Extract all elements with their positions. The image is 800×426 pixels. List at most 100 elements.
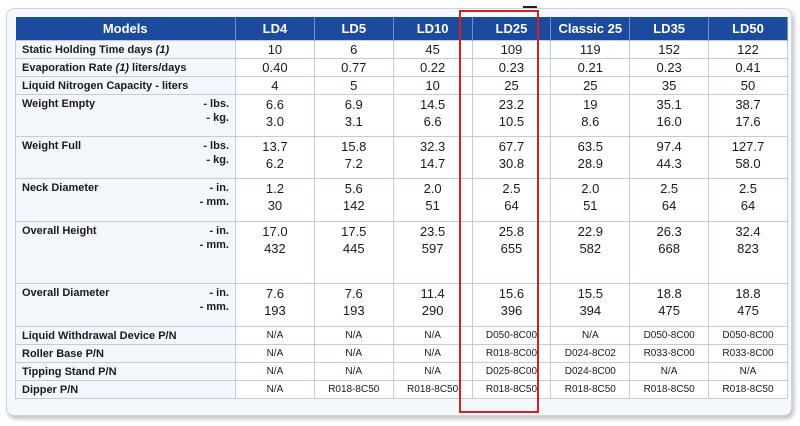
cell-value: 7.2 [344, 156, 363, 171]
cell-value: 64 [504, 198, 519, 213]
table-row: Evaporation Rate (1) liters/days 0.40 0.77… [15, 58, 788, 77]
cell-value: 51 [583, 198, 598, 213]
value-cell: 17.0 432 [235, 221, 315, 284]
unit-label: - mm. [199, 196, 229, 208]
cell-value: R018-8C00 [485, 348, 538, 359]
row-label-cell: Dipper P/N [15, 380, 236, 399]
cell-value: R018-8C50 [722, 384, 774, 395]
cell-value: 51 [425, 198, 440, 213]
cell-value: 11.4 [420, 286, 445, 301]
row-label: Liquid Nitrogen Capacity - liters [22, 80, 189, 92]
cell-value: N/A [660, 366, 678, 377]
value-cell: R033-8C00 [629, 344, 710, 363]
value-cell: 6.9 3.1 [313, 94, 394, 137]
row-label-cell: Neck Diameter - in. - mm. [15, 178, 236, 222]
table-row: Static Holding Time days (1) 10 6 45 109 119 1… [15, 40, 788, 59]
cell-value: 45 [425, 42, 440, 57]
table-row: Tipping Stand P/N N/A N/A N/A D025-8C00 D024-… [15, 362, 788, 381]
value-cell: 45 [392, 40, 473, 59]
cell-value: 5 [350, 78, 358, 93]
cell-value: 0.22 [419, 60, 446, 75]
spec-table-card: Models LD4 LD5 LD10 LD25 Classic 25 LD35… [6, 8, 792, 416]
row-label-unit: liters/days [128, 62, 187, 74]
row-label-cell: Weight Full - lbs. - kg. [15, 136, 236, 179]
value-cell: D024-8C00 [550, 362, 631, 381]
cell-value: 2.5 [502, 181, 521, 196]
unit-label: - lbs. [203, 140, 229, 152]
value-cell: N/A [235, 344, 315, 363]
row-label-cell: Liquid Withdrawal Device P/N [15, 326, 236, 345]
cell-value: 25.8 [498, 224, 525, 239]
cell-value: D050-8C00 [722, 330, 774, 341]
cell-value: 475 [737, 303, 759, 318]
value-cell: 15.5 394 [550, 283, 631, 327]
cell-value: N/A [424, 348, 441, 359]
cell-value: 6.2 [265, 156, 284, 171]
value-cell: N/A [313, 326, 394, 345]
value-cell: N/A [392, 362, 473, 381]
value-cell: R018-8C50 [708, 380, 788, 399]
value-cell: 23.5 597 [392, 221, 473, 284]
row-label-cell: Weight Empty - lbs. - kg. [15, 94, 236, 137]
value-cell: 18.8 475 [708, 283, 788, 327]
cell-value: D024-8C02 [564, 348, 616, 359]
value-cell: 2.5 64 [471, 178, 552, 222]
cell-value: 67.7 [498, 139, 525, 154]
value-cell: R018-8C50 [313, 380, 394, 399]
cell-value: R018-8C50 [407, 384, 459, 395]
cell-value: 152 [658, 42, 680, 57]
unit-label: - kg. [206, 154, 229, 166]
value-cell: R018-8C50 [471, 380, 552, 399]
row-label-cell: Tipping Stand P/N [15, 362, 236, 381]
cell-value: 475 [658, 303, 680, 318]
value-cell: 23.2 10.5 [471, 94, 552, 137]
table-row: Dipper P/N N/A R018-8C50 R018-8C50 R018-8C50… [15, 380, 788, 399]
value-cell: N/A [629, 362, 710, 381]
row-label: Evaporation Rate [22, 62, 113, 74]
cell-value: 396 [500, 303, 523, 318]
row-label-cell: Overall Height - in. - mm. [15, 221, 236, 284]
value-cell: 5.6 142 [313, 178, 394, 222]
cell-value: 38.7 [735, 97, 761, 112]
value-cell: 6.6 3.0 [235, 94, 315, 137]
cell-value: 0.41 [735, 60, 761, 75]
cell-value: 32.3 [419, 139, 446, 154]
cell-value: 0.21 [577, 60, 603, 75]
cell-value: 655 [500, 241, 523, 256]
cell-value: 0.23 [656, 60, 682, 75]
cell-value: 15.5 [577, 286, 603, 301]
value-cell: R018-8C50 [392, 380, 473, 399]
cell-value: 823 [737, 241, 759, 256]
cell-value: 17.5 [341, 224, 367, 239]
cell-value: 597 [421, 241, 444, 256]
model-header-ld35: LD35 [629, 17, 710, 41]
row-label: Roller Base P/N [22, 348, 104, 360]
cell-value: 2.0 [581, 181, 600, 196]
value-cell: 15.6 396 [471, 283, 552, 327]
cell-value: 32.4 [735, 224, 761, 239]
row-label-cell: Evaporation Rate (1) liters/days [15, 58, 236, 77]
cell-value: 0.40 [262, 60, 288, 75]
cell-value: 668 [658, 241, 680, 256]
value-cell: 22.9 582 [550, 221, 631, 284]
value-cell: 4 [235, 76, 315, 95]
cell-value: 3.1 [344, 114, 363, 129]
unit-label: - lbs. [203, 98, 229, 110]
value-cell: R018-8C50 [550, 380, 631, 399]
cell-value: 290 [421, 303, 444, 318]
value-cell: N/A [313, 362, 394, 381]
cell-value: 445 [342, 241, 365, 256]
value-cell: D025-8C00 [471, 362, 552, 381]
row-label: Overall Height [22, 225, 97, 237]
value-cell: 38.7 17.6 [708, 94, 788, 137]
value-cell: 97.4 44.3 [629, 136, 710, 179]
specifications-table: Models LD4 LD5 LD10 LD25 Classic 25 LD35… [15, 17, 788, 399]
value-cell: 109 [471, 40, 552, 59]
cell-value: 14.7 [419, 156, 446, 171]
value-cell: 11.4 290 [392, 283, 473, 327]
row-label-cell: Liquid Nitrogen Capacity - liters [15, 76, 236, 95]
cell-value: 10.5 [498, 114, 525, 129]
cell-value: R018-8C50 [564, 384, 616, 395]
value-cell: N/A [708, 362, 788, 381]
value-cell: R033-8C00 [708, 344, 788, 363]
